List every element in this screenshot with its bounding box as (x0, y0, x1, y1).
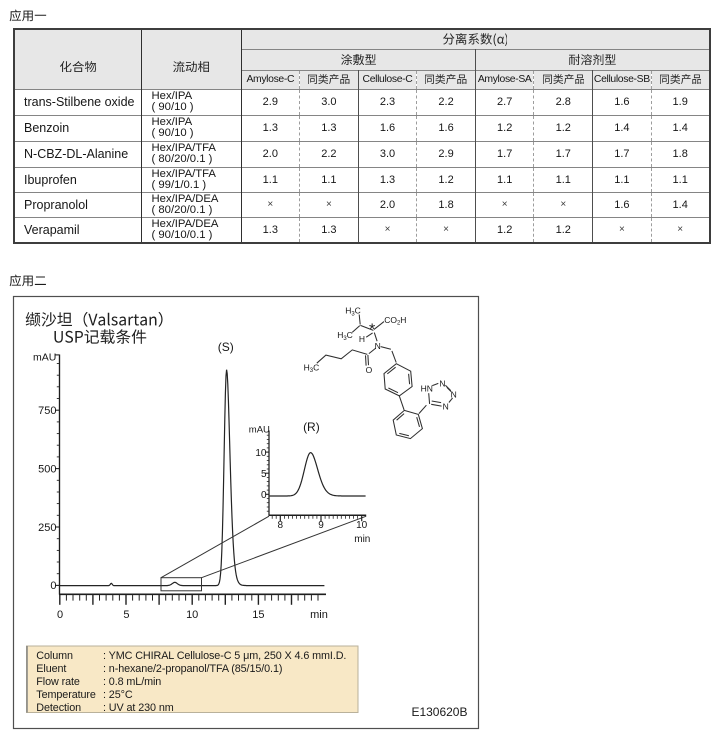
svg-text:H3C: H3C (345, 306, 361, 318)
svg-text:N: N (451, 390, 457, 400)
svg-text:H3C: H3C (337, 330, 353, 342)
svg-text:: 25°C: : 25°C (103, 689, 133, 701)
svg-text:5: 5 (261, 469, 267, 480)
svg-text:CO2H: CO2H (384, 315, 406, 327)
svg-text:O: O (366, 365, 373, 375)
svg-text:9: 9 (318, 520, 324, 531)
svg-text:mAU: mAU (33, 352, 56, 364)
svg-text:10: 10 (255, 448, 267, 459)
svg-text:0: 0 (57, 609, 63, 621)
svg-text:500: 500 (38, 463, 56, 475)
svg-text:15: 15 (252, 609, 264, 621)
svg-text:H3C: H3C (304, 362, 320, 374)
svg-text:0: 0 (50, 580, 56, 592)
svg-text:: YMC CHIRAL Cellulose-C 5 μm,: : YMC CHIRAL Cellulose-C 5 μm, 250 X 4.6… (103, 650, 346, 662)
svg-text:H: H (359, 334, 365, 344)
svg-text:: n-hexane/2-propanol/TFA (85/: : n-hexane/2-propanol/TFA (85/15/0.1) (103, 663, 282, 675)
svg-text:0: 0 (261, 490, 267, 501)
svg-text:N: N (439, 379, 445, 389)
svg-text:: UV at 230 nm: : UV at 230 nm (103, 702, 174, 714)
svg-text:N: N (375, 341, 381, 351)
svg-text:mAU: mAU (249, 425, 270, 436)
svg-text:E130620B: E130620B (411, 705, 467, 719)
svg-text:Column: Column (36, 650, 73, 662)
svg-text:: 0.8 mL/min: : 0.8 mL/min (103, 676, 161, 688)
svg-text:(R): (R) (303, 420, 320, 434)
svg-text:Eluent: Eluent (36, 663, 66, 675)
svg-text:HN: HN (421, 384, 433, 394)
svg-text:Temperature: Temperature (36, 689, 96, 701)
svg-text:250: 250 (38, 522, 56, 534)
svg-text:10: 10 (356, 520, 368, 531)
svg-text:10: 10 (186, 609, 198, 621)
svg-text:Detection: Detection (36, 702, 81, 714)
svg-text:Flow rate: Flow rate (36, 676, 80, 688)
svg-text:750: 750 (38, 405, 56, 417)
svg-text:N: N (443, 401, 449, 411)
svg-text:8: 8 (278, 520, 284, 531)
svg-text:min: min (310, 609, 328, 621)
svg-text:5: 5 (123, 609, 129, 621)
svg-text:(S): (S) (218, 340, 234, 354)
svg-text:*: * (369, 321, 375, 338)
svg-text:min: min (354, 534, 370, 545)
